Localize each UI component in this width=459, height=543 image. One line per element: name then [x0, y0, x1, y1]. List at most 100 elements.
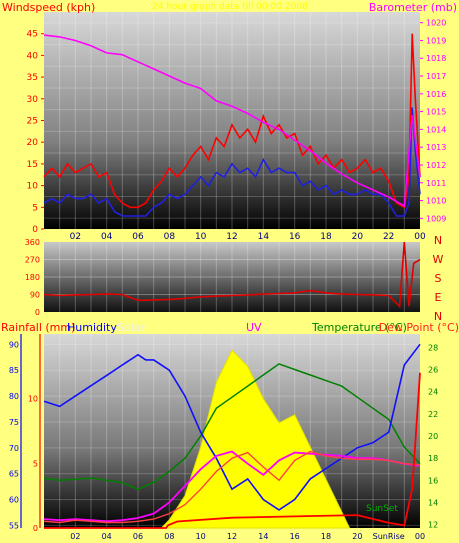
humidity-tick-label: 85	[9, 366, 19, 375]
compass-label: S	[435, 272, 442, 285]
windspeed-tick-label: 25	[27, 117, 38, 127]
compass-label: N	[434, 310, 442, 323]
rain-tick-label: 0	[33, 524, 38, 533]
temperature-tick-label: 12	[428, 521, 438, 530]
wind-x-tick-label: 20	[352, 232, 364, 242]
temperature-tick-label: 24	[428, 388, 438, 397]
wind-chart-title: 24 hour graph data till 00:00 2008	[152, 2, 308, 12]
barometer-tick-label: 1015	[426, 108, 446, 117]
direction-tick-label: 270	[25, 256, 40, 265]
wind-plot-area	[44, 12, 420, 229]
wind-x-tick-label: 04	[101, 232, 113, 242]
humidity-tick-label: 65	[9, 470, 19, 479]
windspeed-tick-label: 30	[27, 95, 39, 105]
humidity-tick-label: 60	[9, 496, 19, 505]
solar-legend-label: Solar	[117, 321, 146, 334]
climate-x-tick-label: 16	[290, 532, 300, 541]
wind-x-tick-label: 06	[132, 232, 144, 242]
rain-line	[44, 372, 421, 529]
barometer-tick-label: 1010	[426, 197, 446, 206]
humidity-tick-label: 75	[9, 418, 19, 427]
direction-line	[43, 241, 421, 308]
climate-x-tick-label: SunRise	[373, 532, 405, 541]
wind-series	[43, 33, 421, 217]
temperature-tick-label: 14	[428, 499, 438, 508]
wind-x-tick-label: 08	[164, 232, 176, 242]
barometer-tick-label: 1011	[426, 179, 446, 188]
humidity-tick-label: 90	[9, 340, 19, 349]
uv-legend-label: UV	[246, 321, 262, 334]
barometer-tick-label: 1018	[426, 54, 446, 63]
rain-tick-label: 5	[33, 459, 38, 468]
wind-x-tick-label: 14	[258, 232, 270, 242]
climate-series	[43, 343, 421, 529]
compass-label: W	[433, 253, 444, 266]
windspeed-tick-label: 40	[27, 51, 39, 61]
windspeed-tick-label: 10	[27, 182, 39, 192]
rain-tick-label: 10	[28, 395, 38, 404]
temperature-tick-label: 20	[428, 432, 438, 441]
temperature-tick-label: 16	[428, 476, 438, 485]
humidity-tick-label: 70	[9, 444, 19, 453]
rainfall-axis-label: Rainfall (mm)	[1, 321, 75, 334]
temperature-tick-label: 22	[428, 410, 438, 419]
barometer-tick-label: 1009	[426, 214, 446, 223]
direction-series	[43, 241, 421, 308]
direction-tick-label: 360	[25, 238, 40, 247]
barometer-tick-label: 1016	[426, 90, 446, 99]
direction-plot-area	[44, 242, 420, 312]
wind-x-tick-label: 02	[70, 232, 81, 242]
temperature-axis-label: Temperature (°C)	[311, 321, 407, 334]
wind-x-tick-label: 16	[289, 232, 301, 242]
barometer-tick-label: 1017	[426, 72, 446, 81]
barometer-axis-label: Barometer (mb)	[369, 1, 457, 14]
windspeed-tick-label: 0	[32, 225, 38, 235]
wind-x-tick-label: 22	[383, 232, 394, 242]
dewpoint-line	[43, 450, 421, 524]
temperature-line	[43, 363, 421, 491]
climate-x-tick-label: 06	[133, 532, 143, 541]
barometer-tick-label: 1019	[426, 36, 446, 45]
direction-tick-label: 180	[25, 273, 40, 282]
climate-x-tick-label: 08	[164, 532, 174, 541]
windspeed-tick-label: 5	[32, 203, 38, 213]
wind-x-tick-label: 00	[414, 232, 426, 242]
wind-x-tick-label: 18	[320, 232, 332, 242]
compass-label: E	[435, 291, 442, 304]
temperature-tick-label: 26	[428, 365, 438, 374]
compass-label: N	[434, 234, 442, 247]
windspeed-tick-label: 15	[27, 160, 38, 170]
humidity-tick-label: 55	[9, 521, 19, 530]
sunset-label: SunSet	[366, 504, 398, 514]
windspeed-axis-label: Windspeed (kph)	[2, 1, 95, 14]
humidity-legend-label: Humidity	[67, 321, 117, 334]
humidity-line	[43, 343, 421, 511]
climate-x-tick-label: 18	[321, 532, 331, 541]
climate-axis-ticks: 55 60 65 70 75 80 85 90 0 5 10 12 14 16 18 20 22 24 26 28 02…	[9, 334, 438, 541]
windspeed-tick-label: 35	[27, 73, 38, 83]
windspeed-tick-label: 20	[27, 138, 39, 148]
climate-x-tick-label: 02	[70, 532, 80, 541]
humidity-tick-label: 80	[9, 392, 19, 401]
climate-x-tick-label: 20	[352, 532, 362, 541]
climate-x-tick-label: 00	[415, 532, 425, 541]
wind-axis-ticks: 0510152025303540451009101010111012101310…	[27, 19, 447, 242]
windspeed-tick-label: 45	[27, 30, 38, 40]
barometer-tick-label: 1012	[426, 161, 446, 170]
temperature-tick-label: 28	[428, 343, 438, 352]
barometer-tick-label: 1014	[426, 125, 446, 134]
barometer-line	[43, 34, 421, 208]
wind-x-tick-label: 10	[195, 232, 207, 242]
climate-x-tick-label: 10	[196, 532, 206, 541]
barometer-tick-label: 1013	[426, 143, 446, 152]
direction-tick-label: 0	[35, 308, 40, 317]
wind-x-tick-label: 12	[226, 232, 237, 242]
climate-x-tick-label: 14	[258, 532, 268, 541]
wind-grid	[44, 12, 420, 229]
direction-tick-label: 90	[30, 291, 40, 300]
wind-avg-line	[43, 107, 421, 217]
climate-x-tick-label: 12	[227, 532, 237, 541]
dewpoint-axis-label: Dew Point (°C)	[379, 321, 459, 334]
